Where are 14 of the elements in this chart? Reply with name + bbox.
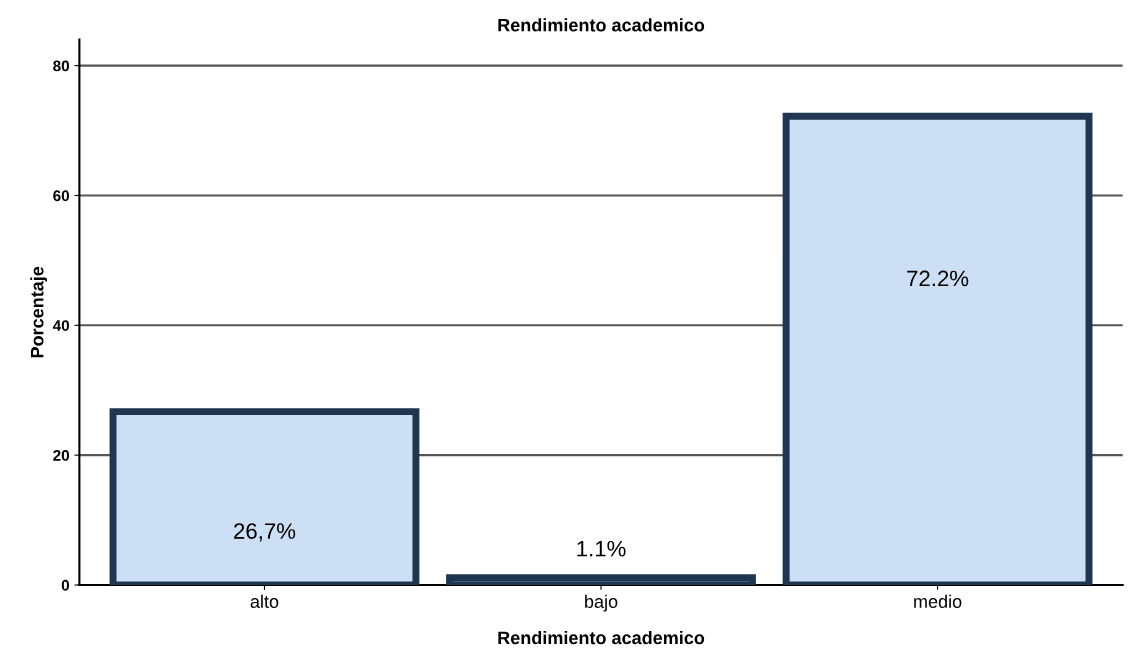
y-tick-label: 40 [52, 320, 70, 331]
data-label: 26,7% [234, 523, 296, 542]
x-tick-label: alto [250, 594, 279, 608]
data-label: 1.1% [577, 540, 626, 557]
y-tick-label: 80 [53, 60, 70, 72]
y-tick-label: 0 [61, 579, 70, 591]
x-axis-title: Rendimiento academico [498, 630, 705, 645]
chart-title: Rendimiento academico [498, 18, 705, 32]
y-axis-title: Porcentaje [30, 266, 48, 358]
y-tick-label: 20 [53, 450, 70, 461]
y-tick-label: 60 [53, 190, 70, 202]
x-tick-label: bajo [585, 594, 618, 612]
x-tick-label: medio [914, 594, 962, 608]
data-label: 72.2% [907, 270, 969, 287]
